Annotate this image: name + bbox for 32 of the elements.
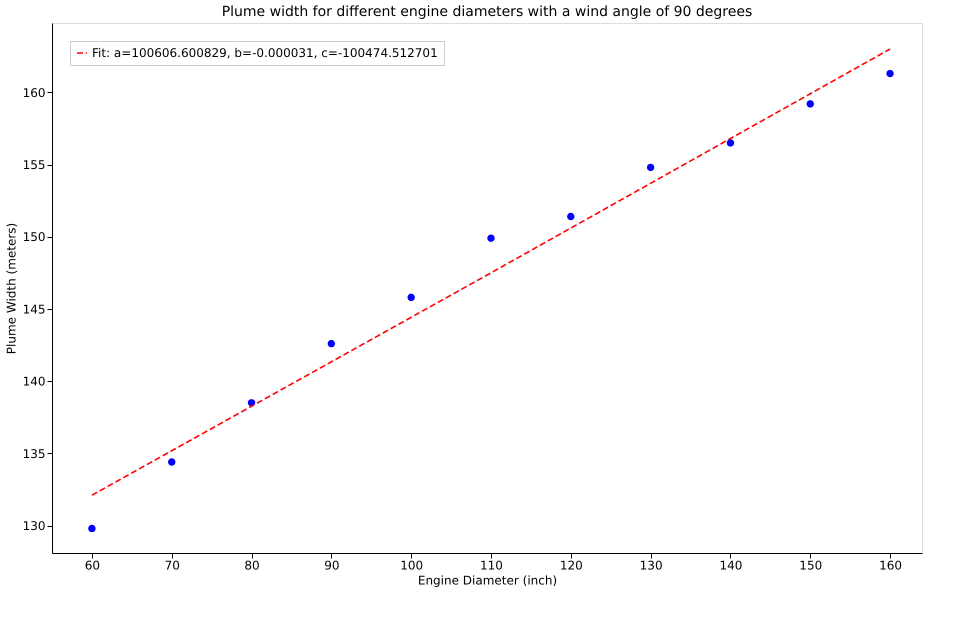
y-tick-label: 145 — [22, 302, 46, 316]
x-tick-label: 120 — [560, 558, 583, 572]
x-tick-label: 140 — [719, 558, 742, 572]
y-tick-label: 130 — [22, 519, 46, 534]
point — [487, 234, 495, 242]
point — [726, 139, 734, 147]
chart-title: Plume width for different engine diameters with a wind angle of 90 degrees — [222, 4, 752, 20]
point — [806, 100, 814, 108]
point — [88, 524, 96, 532]
y-tick-label: 160 — [22, 86, 46, 100]
x-tick-label: 150 — [799, 558, 822, 572]
point — [886, 70, 894, 78]
point — [567, 212, 575, 220]
x-axis-title: Engine Diameter (inch) — [418, 574, 558, 588]
x-tick-label: 70 — [164, 558, 180, 572]
y-tick-label: 155 — [22, 158, 46, 172]
x-tick-label: 110 — [480, 558, 503, 572]
x-tick-label: 90 — [324, 558, 340, 572]
point — [328, 340, 336, 348]
y-tick-label: 150 — [22, 230, 46, 244]
y-tick-label: 135 — [22, 446, 46, 461]
point — [168, 458, 176, 466]
x-tick-label: 130 — [640, 558, 663, 572]
x-tick-label: 100 — [400, 558, 424, 572]
y-axis-title: Plume Width (meters) — [4, 222, 19, 354]
x-tick-label: 60 — [84, 558, 100, 572]
y-tick-label: 140 — [22, 374, 46, 389]
point — [407, 294, 415, 302]
x-tick-label: 80 — [244, 558, 260, 572]
x-tick-label: 160 — [879, 558, 902, 572]
legend-label: Fit: a=100606.600829, b=-0.000031, c=-100474.512701 — [92, 46, 438, 60]
point — [646, 164, 654, 172]
